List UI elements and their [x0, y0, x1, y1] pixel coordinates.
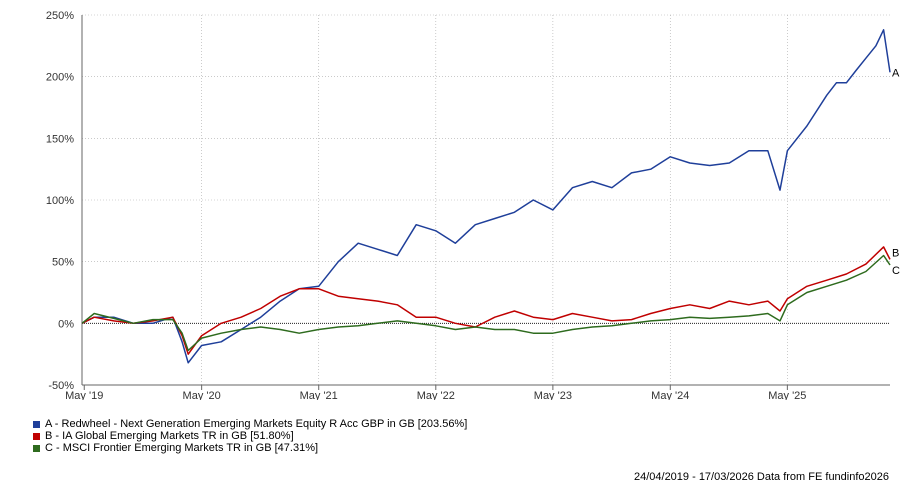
end-labels: A BC — [892, 67, 900, 277]
legend-swatch-c — [33, 444, 40, 452]
end-label-a: A — [892, 67, 900, 79]
legend: A - Redwheel - Next Generation Emerging … — [33, 418, 467, 454]
legend-label-b: B - IA Global Emerging Markets TR in GB … — [45, 430, 294, 442]
legend-item-c: C - MSCI Frontier Emerging Markets TR in… — [33, 442, 467, 454]
x-tick-label: May '19 — [65, 390, 103, 400]
series-line-c — [81, 254, 891, 352]
tick-labels: 250% 200% 150% 100% 50% 0% -50%May '19 May '20 M… — [46, 10, 807, 400]
y-tick-label: 200% — [46, 72, 74, 84]
y-tick-label: 100% — [46, 195, 74, 207]
y-tick-label: 150% — [46, 133, 74, 145]
x-tick-label: May '25 — [768, 390, 806, 400]
x-tick-label: May '21 — [300, 390, 338, 400]
x-tick-label: May '23 — [534, 390, 572, 400]
legend-item-b: B - IA Global Emerging Markets TR in GB … — [33, 430, 467, 442]
footer-source: 24/04/2019 - 17/03/2026 Data from FE fun… — [633, 471, 889, 483]
x-tick-label: May '22 — [417, 390, 455, 400]
end-label-b: B — [892, 247, 899, 259]
end-label-c: C — [892, 265, 900, 277]
grid — [82, 14, 890, 385]
series-lines — [81, 29, 891, 364]
y-tick-label: 250% — [46, 10, 74, 22]
series-line-a — [81, 29, 891, 364]
y-tick-label: 50% — [52, 257, 74, 269]
legend-swatch-b — [33, 432, 40, 440]
x-tick-label: May '24 — [651, 390, 689, 400]
legend-label-c: C - MSCI Frontier Emerging Markets TR in… — [45, 442, 319, 454]
legend-item-a: A - Redwheel - Next Generation Emerging … — [33, 418, 467, 430]
legend-swatch-a — [33, 420, 40, 428]
legend-label-a: A - Redwheel - Next Generation Emerging … — [45, 418, 468, 430]
y-tick-label: 0% — [58, 318, 74, 330]
axes — [81, 15, 890, 390]
x-tick-label: May '20 — [183, 390, 221, 400]
line-chart: 250% 200% 150% 100% 50% 0% -50%May '19 May '20 M… — [46, 10, 900, 400]
y-tick-label: -50% — [48, 380, 74, 392]
